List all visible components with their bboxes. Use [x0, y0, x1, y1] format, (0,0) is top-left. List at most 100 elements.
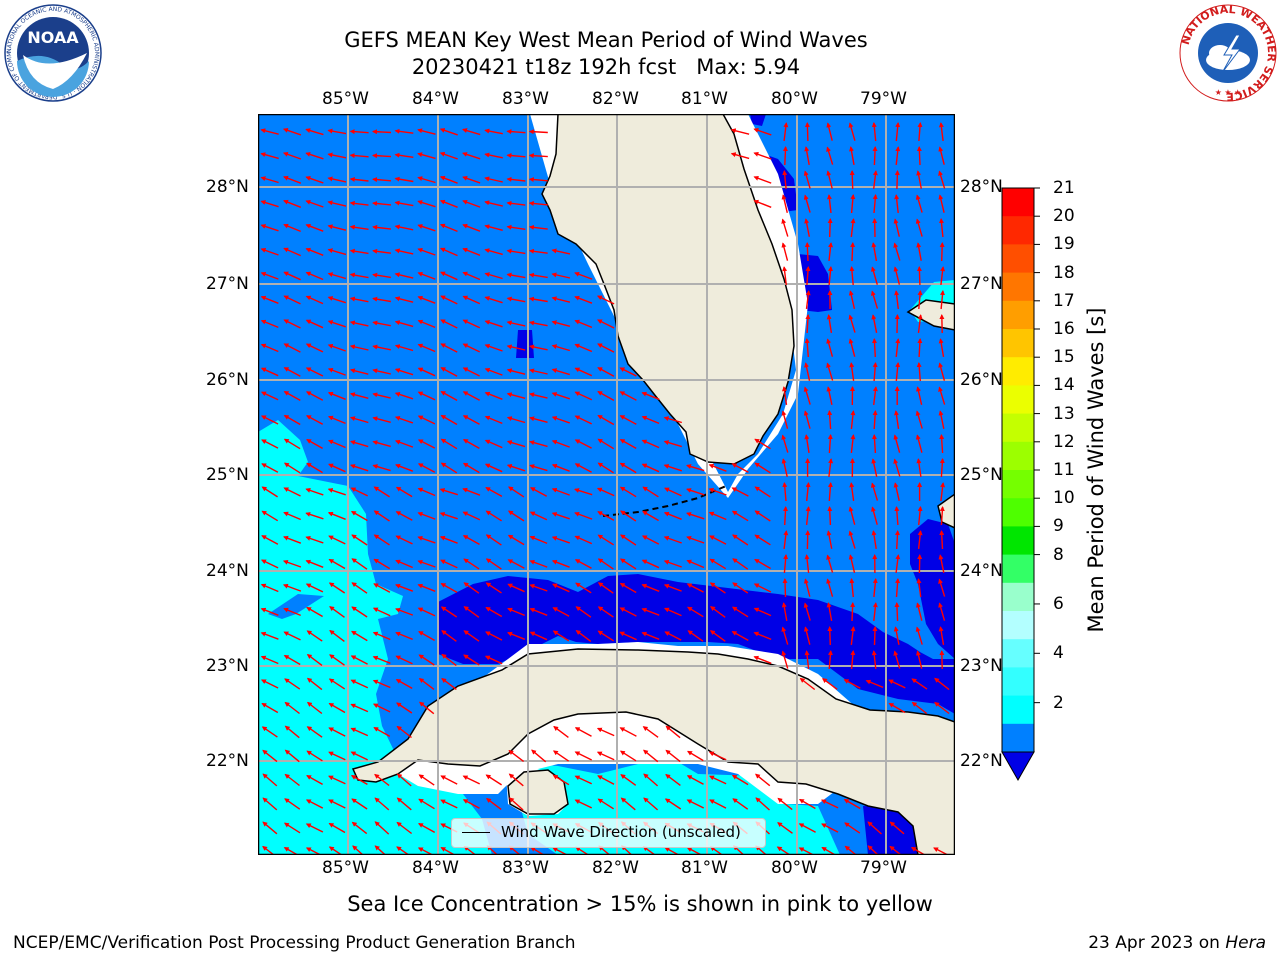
wind-wave-arrow — [619, 558, 637, 570]
wind-wave-arrow — [485, 582, 502, 594]
wind-wave-arrow — [871, 122, 877, 142]
wind-wave-arrow — [529, 392, 548, 399]
lat-label-right: 27°N — [960, 274, 1003, 294]
wind-wave-arrow — [284, 749, 300, 763]
wind-wave-arrow — [283, 607, 301, 617]
wind-wave-arrow — [843, 679, 861, 689]
wind-wave-arrow — [417, 511, 436, 520]
wind-wave-arrow — [394, 128, 414, 134]
wind-wave-arrow — [574, 535, 593, 545]
wind-wave-arrow — [328, 799, 346, 809]
wind-wave-arrow — [641, 415, 660, 425]
wind-wave-arrow — [350, 487, 369, 497]
wave-period-2-4-region — [268, 594, 324, 619]
wind-wave-arrows — [260, 122, 950, 855]
wind-wave-arrow — [828, 458, 834, 477]
wind-wave-arrow — [872, 338, 878, 358]
wind-wave-arrow — [262, 797, 278, 811]
wind-wave-arrow — [870, 290, 879, 309]
wind-wave-arrow — [372, 320, 391, 327]
wave-period-below-2-region — [910, 519, 955, 659]
wind-wave-arrow — [803, 626, 811, 645]
wind-wave-arrow — [283, 511, 301, 521]
wind-wave-arrow — [486, 797, 502, 810]
wind-wave-arrow — [574, 799, 593, 809]
wind-wave-arrow — [394, 272, 414, 279]
wind-wave-arrow — [754, 438, 771, 450]
lat-label-right: 25°N — [960, 465, 1003, 485]
wind-wave-arrow — [283, 199, 302, 208]
wind-wave-arrow — [709, 846, 724, 855]
wind-wave-arrow — [484, 224, 503, 231]
wind-wave-arrow — [938, 170, 946, 189]
wind-wave-arrow — [349, 296, 369, 303]
wind-wave-arrow — [574, 463, 592, 473]
colorbar-band — [1002, 216, 1034, 245]
wind-wave-arrow — [641, 535, 660, 545]
wind-wave-arrow — [551, 248, 571, 255]
wind-wave-arrow — [870, 482, 879, 501]
wind-wave-arrow — [916, 650, 923, 669]
colorbar-extend-triangle — [1001, 751, 1035, 782]
wind-wave-arrow — [803, 194, 811, 213]
wind-wave-arrow — [597, 630, 614, 642]
wind-wave-arrow — [506, 224, 526, 230]
wind-wave-arrow — [327, 128, 347, 135]
wind-wave-arrow — [848, 290, 856, 309]
colorbar-band — [1002, 188, 1034, 217]
wind-wave-arrow — [260, 367, 279, 377]
wind-wave-arrow — [826, 338, 834, 357]
wind-wave-arrow — [871, 434, 877, 454]
wind-wave-arrow — [917, 338, 923, 358]
wind-wave-arrow — [529, 631, 548, 641]
wind-wave-arrow — [753, 631, 772, 641]
wind-wave-arrow — [373, 558, 391, 570]
wind-wave-arrow — [261, 439, 279, 449]
wind-wave-arrow — [372, 607, 391, 617]
wind-wave-arrow — [394, 368, 414, 376]
wind-wave-arrow — [417, 247, 436, 256]
wind-wave-arrow — [871, 242, 878, 262]
wind-wave-arrow — [372, 655, 391, 664]
wind-wave-arrow — [372, 201, 392, 206]
wind-wave-arrow — [462, 343, 481, 353]
wind-wave-arrow — [619, 438, 637, 450]
wind-wave-arrow — [686, 535, 705, 544]
wind-wave-arrow — [551, 392, 571, 400]
wind-wave-arrow — [871, 314, 878, 333]
wind-wave-arrow — [507, 631, 526, 640]
wind-wave-arrow — [804, 122, 810, 142]
wind-wave-arrow — [783, 554, 789, 574]
wind-wave-arrow — [528, 201, 548, 206]
wind-wave-arrow — [619, 391, 637, 401]
wind-wave-arrow — [282, 583, 302, 592]
wind-wave-arrow — [917, 530, 923, 549]
wind-wave-arrow — [260, 152, 279, 160]
wind-wave-arrow — [395, 678, 413, 690]
wind-wave-arrow — [328, 775, 346, 785]
wind-wave-arrow — [551, 487, 570, 496]
wind-wave-arrow — [850, 626, 856, 645]
wind-wave-arrow — [641, 583, 660, 592]
wind-wave-arrow — [916, 362, 922, 382]
wind-wave-arrow — [686, 583, 704, 593]
colorbar-band — [1002, 357, 1034, 386]
wind-wave-arrow — [440, 414, 458, 426]
wind-wave-arrow — [283, 631, 301, 641]
wind-wave-arrow — [506, 416, 526, 424]
wind-wave-arrow — [894, 290, 900, 309]
wind-wave-arrow — [260, 128, 279, 135]
wind-wave-arrow — [528, 296, 548, 303]
wind-wave-arrow — [350, 655, 368, 665]
wind-wave-arrow — [306, 701, 323, 715]
colorbar-band — [1002, 272, 1034, 302]
wind-wave-arrow — [306, 462, 323, 474]
wind-wave-arrow — [849, 170, 855, 190]
wind-wave-arrow — [396, 797, 412, 811]
wind-wave-arrow — [463, 845, 477, 855]
wind-wave-arrow — [597, 582, 614, 594]
wind-wave-arrow — [804, 650, 810, 669]
wind-wave-arrow — [350, 703, 369, 713]
wind-wave-arrow — [417, 439, 436, 449]
wind-wave-arrow — [283, 271, 301, 281]
